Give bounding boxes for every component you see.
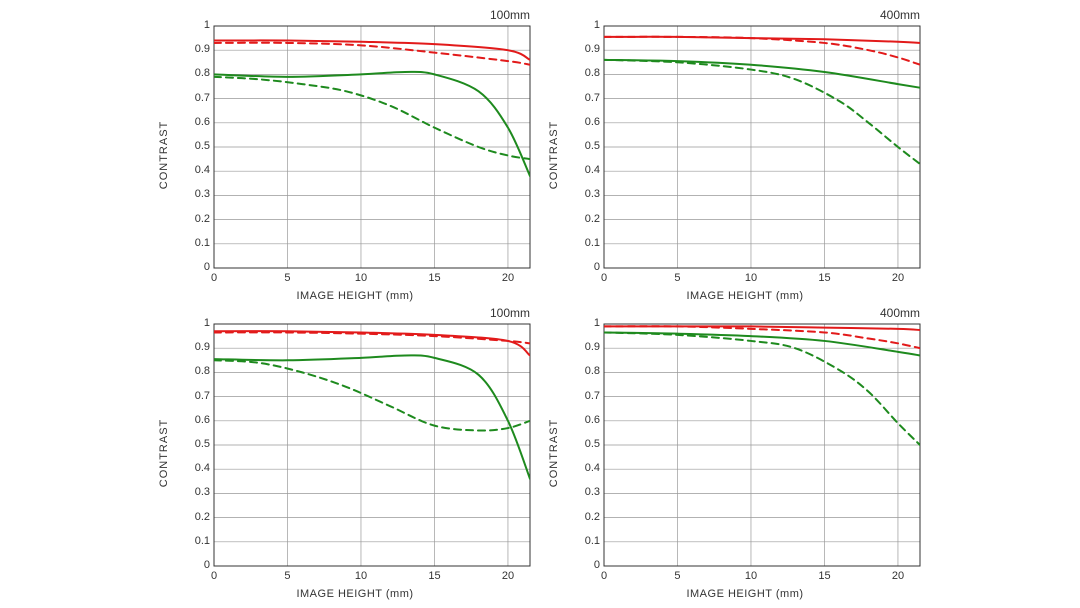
x-tick-label: 15 bbox=[818, 570, 830, 582]
chart-svg bbox=[560, 306, 930, 600]
x-tick-label: 15 bbox=[818, 272, 830, 284]
y-tick-label: 0.6 bbox=[186, 414, 210, 426]
x-axis-label: IMAGE HEIGHT (mm) bbox=[686, 290, 803, 302]
series-2 bbox=[604, 332, 920, 355]
x-tick-label: 20 bbox=[892, 570, 904, 582]
x-tick-label: 10 bbox=[355, 272, 367, 284]
panel-title: 400mm bbox=[880, 306, 920, 320]
panel-title: 100mm bbox=[490, 306, 530, 320]
series-3 bbox=[214, 360, 530, 430]
y-tick-label: 1 bbox=[576, 317, 600, 329]
y-tick-label: 0.1 bbox=[576, 535, 600, 547]
panel-0: 100mmCONTRASTIMAGE HEIGHT (mm)00.10.20.3… bbox=[170, 8, 540, 302]
y-tick-label: 0.5 bbox=[576, 140, 600, 152]
y-tick-label: 0.4 bbox=[186, 462, 210, 474]
chart-grid: 100mm CONTRAST IMAGE HEIGHT (mm) 0 0.1 0.2 0.3… bbox=[170, 8, 930, 600]
y-tick-label: 0.2 bbox=[186, 511, 210, 523]
panel-3: 400mmCONTRASTIMAGE HEIGHT (mm)00.10.20.3… bbox=[560, 306, 930, 600]
x-axis-label: IMAGE HEIGHT (mm) bbox=[686, 588, 803, 600]
x-tick-label: 5 bbox=[674, 272, 680, 284]
x-tick-label: 0 bbox=[601, 570, 607, 582]
y-tick-label: 0.9 bbox=[576, 341, 600, 353]
x-tick-label: 5 bbox=[284, 570, 290, 582]
x-tick-label: 10 bbox=[745, 570, 757, 582]
y-tick-label: 0.3 bbox=[186, 486, 210, 498]
series-2 bbox=[214, 355, 530, 479]
y-axis-label: CONTRAST bbox=[158, 419, 170, 488]
y-tick-label: 0.6 bbox=[576, 414, 600, 426]
y-tick-label: 0.5 bbox=[576, 438, 600, 450]
x-tick-label: 0 bbox=[211, 570, 217, 582]
x-tick-label: 15 bbox=[428, 570, 440, 582]
page-root: 100mm CONTRAST IMAGE HEIGHT (mm) 0 0.1 0.2 0.3… bbox=[0, 0, 1080, 608]
y-tick-label: 0.3 bbox=[576, 188, 600, 200]
y-tick-label: 0.3 bbox=[186, 188, 210, 200]
series-3 bbox=[604, 60, 920, 164]
y-tick-label: 0.7 bbox=[186, 92, 210, 104]
y-tick-label: 0.2 bbox=[576, 213, 600, 225]
x-axis-label: IMAGE HEIGHT (mm) bbox=[296, 588, 413, 600]
y-tick-label: 0.4 bbox=[186, 164, 210, 176]
panel-2: 100mmCONTRASTIMAGE HEIGHT (mm)00.10.20.3… bbox=[170, 306, 540, 600]
x-tick-label: 0 bbox=[601, 272, 607, 284]
y-tick-label: 0.9 bbox=[186, 43, 210, 55]
y-tick-label: 0.8 bbox=[186, 365, 210, 377]
y-tick-label: 0 bbox=[186, 261, 210, 273]
x-tick-label: 15 bbox=[428, 272, 440, 284]
y-tick-label: 0.3 bbox=[576, 486, 600, 498]
chart-svg bbox=[170, 8, 540, 302]
y-axis-label: CONTRAST bbox=[158, 121, 170, 190]
y-tick-label: 0.2 bbox=[576, 511, 600, 523]
y-tick-label: 0.9 bbox=[186, 341, 210, 353]
y-tick-label: 0.8 bbox=[576, 365, 600, 377]
x-tick-label: 0 bbox=[211, 272, 217, 284]
y-tick-label: 0.6 bbox=[576, 116, 600, 128]
y-tick-label: 0.2 bbox=[186, 213, 210, 225]
x-tick-label: 10 bbox=[355, 570, 367, 582]
y-tick-label: 0.6 bbox=[186, 116, 210, 128]
chart-svg bbox=[560, 8, 930, 302]
y-tick-label: 0.8 bbox=[576, 67, 600, 79]
y-tick-label: 1 bbox=[576, 19, 600, 31]
y-tick-label: 0.1 bbox=[186, 535, 210, 547]
panel-title: 400mm bbox=[880, 8, 920, 22]
y-tick-label: 0.4 bbox=[576, 462, 600, 474]
y-tick-label: 1 bbox=[186, 317, 210, 329]
y-tick-label: 0.5 bbox=[186, 140, 210, 152]
y-tick-label: 0.1 bbox=[576, 237, 600, 249]
y-tick-label: 0.7 bbox=[186, 390, 210, 402]
panel-title: 100mm bbox=[490, 8, 530, 22]
series-2 bbox=[214, 72, 530, 176]
x-tick-label: 5 bbox=[284, 272, 290, 284]
panel-1: 400mmCONTRASTIMAGE HEIGHT (mm)00.10.20.3… bbox=[560, 8, 930, 302]
y-tick-label: 0.5 bbox=[186, 438, 210, 450]
y-tick-label: 0.7 bbox=[576, 390, 600, 402]
x-tick-label: 5 bbox=[674, 570, 680, 582]
y-tick-label: 0 bbox=[576, 261, 600, 273]
y-tick-label: 0.9 bbox=[576, 43, 600, 55]
x-tick-label: 20 bbox=[502, 570, 514, 582]
y-axis-label: CONTRAST bbox=[548, 121, 560, 190]
x-tick-label: 20 bbox=[892, 272, 904, 284]
y-tick-label: 0 bbox=[186, 559, 210, 571]
y-tick-label: 0.8 bbox=[186, 67, 210, 79]
series-1 bbox=[214, 43, 530, 65]
x-axis-label: IMAGE HEIGHT (mm) bbox=[296, 290, 413, 302]
series-3 bbox=[604, 332, 920, 445]
chart-svg bbox=[170, 306, 540, 600]
y-tick-label: 0.7 bbox=[576, 92, 600, 104]
x-tick-label: 20 bbox=[502, 272, 514, 284]
x-tick-label: 10 bbox=[745, 272, 757, 284]
y-axis-label: CONTRAST bbox=[548, 419, 560, 488]
y-tick-label: 1 bbox=[186, 19, 210, 31]
y-tick-label: 0.4 bbox=[576, 164, 600, 176]
series-2 bbox=[604, 60, 920, 88]
y-tick-label: 0.1 bbox=[186, 237, 210, 249]
y-tick-label: 0 bbox=[576, 559, 600, 571]
